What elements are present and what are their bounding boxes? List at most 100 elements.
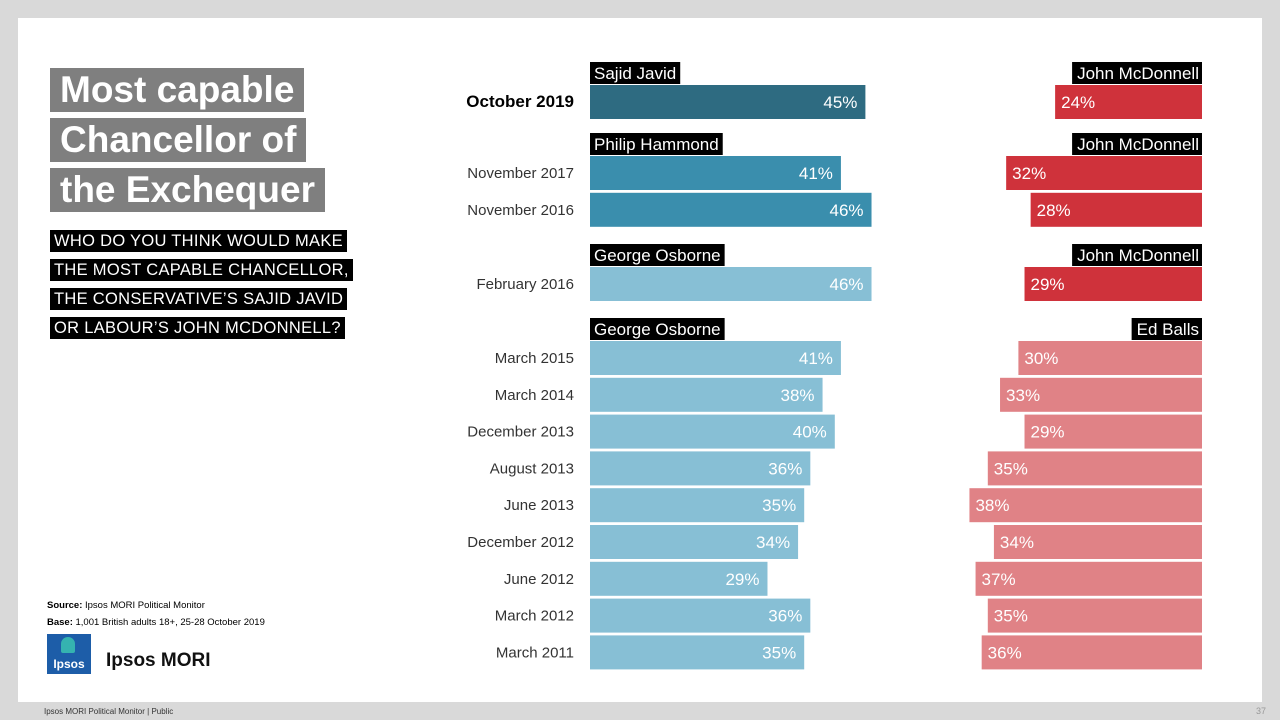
question-line-3: THE CONSERVATIVE’S SAJID JAVID	[50, 288, 348, 310]
con-bar-value: 35%	[762, 496, 796, 515]
lab-header-label: John McDonnell	[1077, 246, 1199, 265]
base-note: Base: 1,001 British adults 18+, 25-28 Oc…	[47, 617, 265, 628]
con-header-label: Philip Hammond	[594, 135, 719, 154]
con-header-label: George Osborne	[594, 246, 721, 265]
lab-bar	[975, 561, 1202, 596]
row-label: August 2013	[490, 460, 574, 477]
source-note: Source: Ipsos MORI Political Monitor	[47, 600, 205, 611]
lab-bar	[1000, 377, 1202, 412]
row-label: March 2012	[495, 608, 574, 625]
lab-bar	[1006, 156, 1202, 190]
con-bar-value: 40%	[793, 423, 827, 442]
con-bar-value: 46%	[829, 201, 863, 220]
lab-bar-value: 24%	[1061, 93, 1095, 112]
lab-bar-value: 35%	[994, 459, 1028, 478]
slide: Most capable Chancellor of the Exchequer…	[18, 18, 1262, 702]
con-bar-value: 41%	[799, 349, 833, 368]
lab-bar	[1030, 192, 1202, 227]
lab-header-bg	[1131, 318, 1202, 340]
con-bar	[590, 341, 841, 375]
con-bar-value: 41%	[799, 164, 833, 183]
logo-text: Ipsos	[53, 657, 85, 671]
chart: Sajid Javid John McDonnell October 2019 45%…	[466, 62, 1202, 670]
lab-bar	[1055, 85, 1202, 119]
con-header-label: Sajid Javid	[594, 64, 676, 83]
row-label: November 2016	[467, 202, 574, 219]
row-label: December 2012	[467, 534, 574, 551]
lab-header-label: John McDonnell	[1077, 64, 1199, 83]
lab-header-bg	[1072, 244, 1202, 266]
row-label: November 2017	[467, 165, 574, 182]
row-label: March 2011	[496, 644, 574, 661]
lab-bar	[1024, 414, 1202, 449]
lab-bar	[993, 525, 1202, 559]
row-label: December 2013	[467, 424, 574, 441]
con-bar-value: 46%	[829, 275, 863, 294]
lab-bar-value: 32%	[1012, 164, 1046, 183]
source-label: Source:	[47, 600, 83, 611]
title-line-2: Chancellor of	[50, 118, 307, 162]
logo-figure-icon	[61, 637, 75, 653]
con-bar	[590, 598, 811, 633]
row-label: June 2012	[504, 571, 574, 588]
lab-bar-value: 35%	[994, 607, 1028, 626]
con-bar	[590, 156, 841, 190]
lab-header-label: John McDonnell	[1077, 135, 1199, 154]
con-bar-value: 34%	[756, 533, 790, 552]
lab-bar-value: 28%	[1037, 201, 1071, 220]
con-bar	[590, 85, 866, 119]
con-bar	[590, 525, 799, 559]
lab-bar	[969, 488, 1202, 523]
con-bar	[590, 414, 835, 449]
con-bar	[590, 267, 872, 301]
con-header-bg	[590, 244, 725, 266]
row-label: March 2014	[495, 387, 574, 404]
con-bar	[590, 561, 768, 596]
lab-bar	[981, 635, 1202, 670]
row-label: June 2013	[504, 497, 574, 514]
base-text: 1,001 British adults 18+, 25-28 October …	[72, 617, 265, 628]
row-label: October 2019	[466, 92, 574, 111]
lab-bar-value: 29%	[1031, 423, 1065, 442]
lab-bar-value: 30%	[1024, 349, 1058, 368]
con-header-bg	[590, 318, 725, 340]
row-label: March 2015	[495, 350, 574, 367]
con-bar-value: 29%	[725, 570, 759, 589]
row-label: February 2016	[476, 276, 574, 293]
con-bar-value: 36%	[768, 607, 802, 626]
lab-bar	[1024, 267, 1202, 301]
con-bar	[590, 192, 872, 227]
con-bar-value: 36%	[768, 459, 802, 478]
brand-name: Ipsos MORI	[106, 650, 211, 671]
con-header-bg	[590, 133, 723, 155]
footer-text: Ipsos MORI Political Monitor | Public	[44, 707, 174, 716]
con-bar	[590, 488, 805, 523]
con-bar	[590, 635, 805, 670]
con-bar	[590, 451, 811, 486]
lab-bar-value: 29%	[1031, 275, 1065, 294]
con-header-label: George Osborne	[594, 320, 721, 339]
question-line-1: WHO DO YOU THINK WOULD MAKE	[50, 230, 347, 252]
source-text: Ipsos MORI Political Monitor	[82, 600, 205, 611]
base-label: Base:	[47, 617, 73, 628]
question-line-2: THE MOST CAPABLE CHANCELLOR,	[50, 259, 353, 281]
lab-bar-value: 34%	[1000, 533, 1034, 552]
lab-bar-value: 37%	[982, 570, 1016, 589]
lab-bar-value: 33%	[1006, 386, 1040, 405]
lab-header-bg	[1072, 62, 1202, 84]
lab-header-bg	[1072, 133, 1202, 155]
con-bar-value: 35%	[762, 643, 796, 662]
con-bar-value: 38%	[781, 386, 815, 405]
con-header-bg	[590, 62, 681, 84]
title-line-1: Most capable	[50, 68, 305, 112]
con-bar-value: 45%	[823, 93, 857, 112]
lab-header-label: Ed Balls	[1137, 320, 1199, 339]
question-line-4: OR LABOUR’S JOHN MCDONNELL?	[50, 317, 345, 339]
lab-bar	[987, 598, 1202, 633]
ipsos-logo: Ipsos	[47, 634, 91, 674]
lab-bar-value: 38%	[975, 496, 1009, 515]
title-line-3: the Exchequer	[50, 168, 325, 212]
lab-bar-value: 36%	[988, 643, 1022, 662]
con-bar	[590, 377, 823, 412]
lab-bar	[1018, 341, 1202, 375]
